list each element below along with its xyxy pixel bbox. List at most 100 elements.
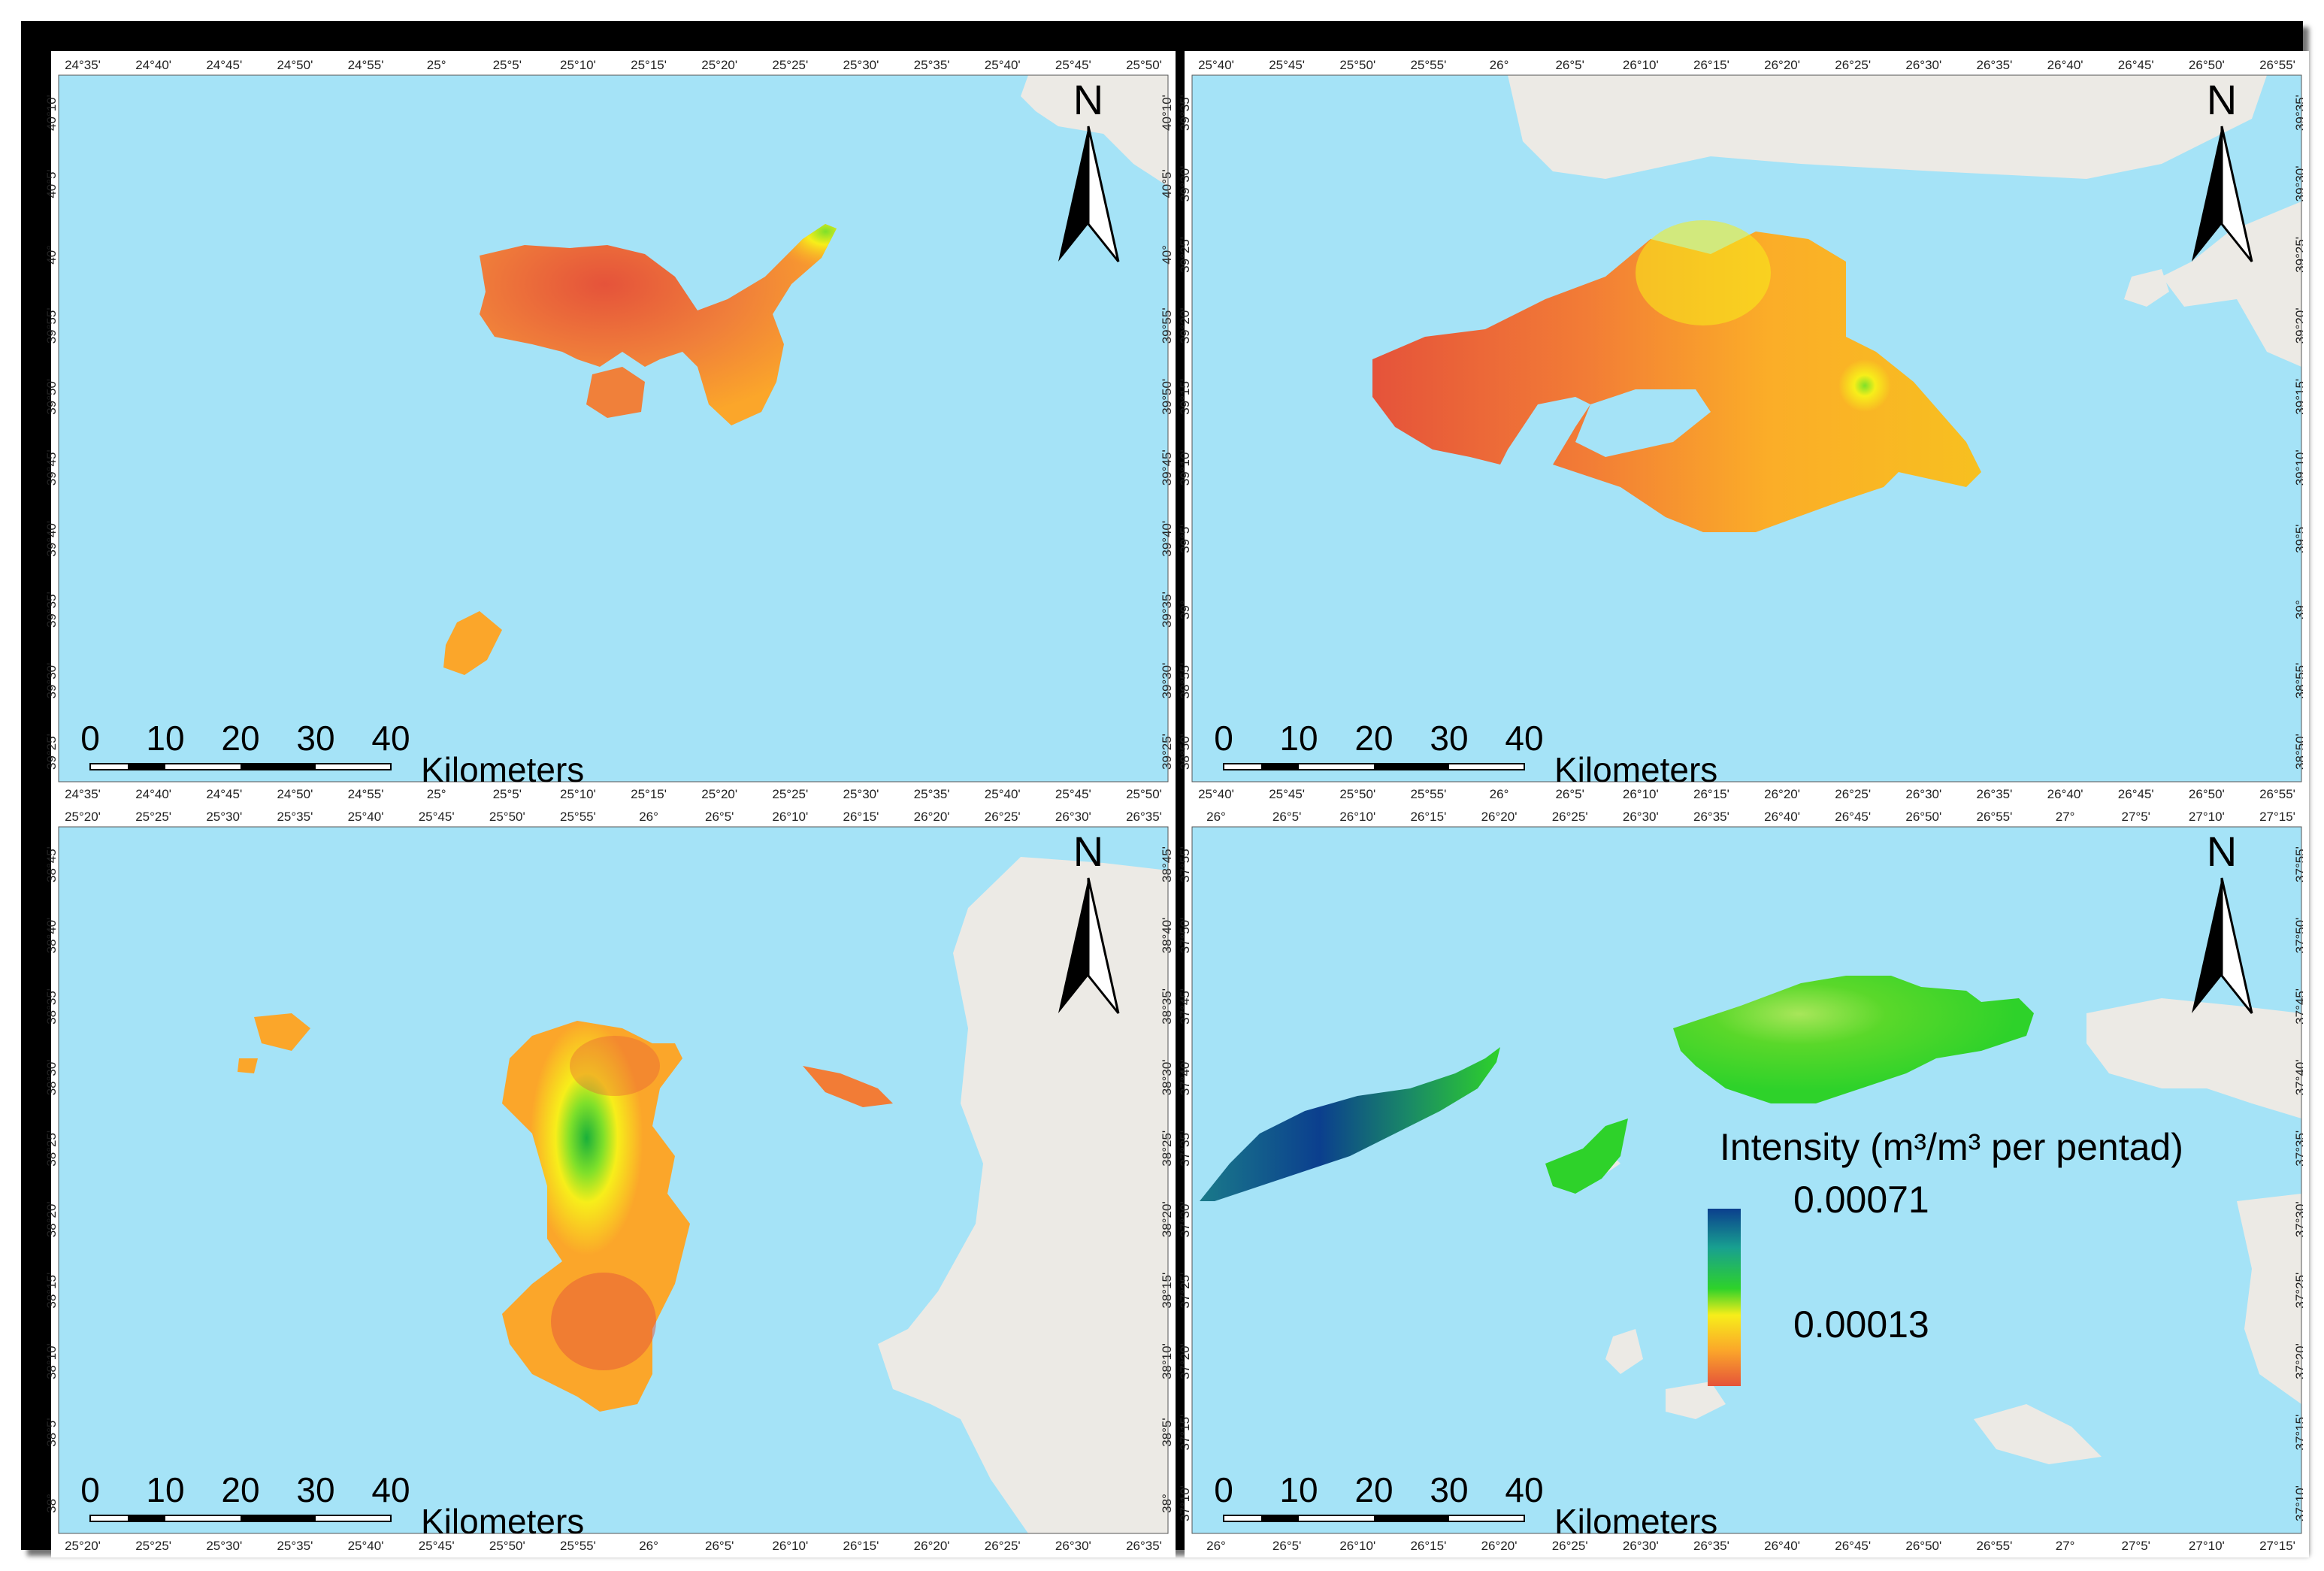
panel-4-map-border <box>1191 826 2302 1534</box>
panel-2-lon-bottom-label: 26°45' <box>2118 787 2154 801</box>
panel-2-north-arrow-left <box>2192 126 2222 262</box>
panel-1-lon-top-label: 25°20' <box>701 58 737 72</box>
panel-3-lat-left-label: 38°15' <box>44 1273 59 1309</box>
panel-3-lat-right-label: 38° <box>1160 1494 1174 1513</box>
panel-4-north-label: N <box>2207 828 2237 875</box>
islet-1 <box>1605 1329 1643 1374</box>
panel-3-lat-left-label: 38°45' <box>44 846 59 882</box>
legend-min: 0.00013 <box>1793 1296 2019 1349</box>
panel-4-scale-unit: Kilometers <box>1554 1502 1717 1541</box>
panel-3-lat-right-label: 38°25' <box>1160 1131 1174 1167</box>
mainland-southeast <box>2237 1194 2301 1404</box>
panel-4-lon-bottom-label: 26°35' <box>1693 1539 1729 1550</box>
panel-4-lat-left-label: 37°35' <box>1178 1131 1192 1167</box>
panel-2-lon-bottom-label: 26° <box>1490 787 1509 801</box>
map-panel-3 <box>51 803 1176 1557</box>
panel-3-lon-top-label: 25°55' <box>560 810 596 824</box>
panel-4-lon-bottom-label: 26°40' <box>1764 1539 1800 1550</box>
panel-1-lat-right-label: 39°30' <box>1160 663 1174 699</box>
panel-3-lat-left-label: 38°5' <box>44 1418 59 1446</box>
panel-4-lon-top-label: 26°10' <box>1339 810 1375 824</box>
panel-2-lat-left-label: 39°25' <box>1178 237 1192 273</box>
panel-1-scale-number: 0 <box>80 719 100 758</box>
panel-1-lat-left-label: 40°5' <box>44 169 59 198</box>
annotation-layer: 24°35' 24°40' 24°45' 24°50' 24°55' 25° 25°5' 25… <box>44 58 2303 1550</box>
panel-2-lat-right-label: 39°10' <box>2293 450 2303 486</box>
panel-1-lon-bottom-label: 25°15' <box>631 787 667 801</box>
legend-title: Intensity (m³/m³ per pentad) <box>1720 1118 2276 1171</box>
panel-1-lon-bottom-label: 25°20' <box>701 787 737 801</box>
panel-1-lon-top-label: 25°10' <box>560 58 596 72</box>
panel-2-lat-right-label: 39°25' <box>2293 237 2303 273</box>
legend-color-ramp <box>1708 1209 1741 1386</box>
panel-4-lon-top-label: 26°35' <box>1693 810 1729 824</box>
panel-4-lon-bottom-label: 26°50' <box>1905 1539 1941 1550</box>
panel-2-lat-right-label: 39°15' <box>2293 379 2303 415</box>
panel-4-lon-top-label: 26°15' <box>1410 810 1446 824</box>
panel-3-scale-number: 0 <box>80 1470 100 1509</box>
panel-1-lon-top-label: 24°50' <box>277 58 313 72</box>
panel-4-lat-right-label: 37°10' <box>2293 1485 2303 1521</box>
panel-1-lat-left-label: 40°10' <box>44 95 59 131</box>
panel-4-lon-top-label: 26°40' <box>1764 810 1800 824</box>
panel-4-lon-top-label: 26°5' <box>1272 810 1301 824</box>
panel-1-lat-left-label: 40° <box>44 245 59 265</box>
panel-3-lat-right-label: 38°40' <box>1160 918 1174 954</box>
panel-2-scale-unit: Kilometers <box>1554 750 1717 789</box>
panel-1-lat-right-label: 40°10' <box>1160 95 1174 131</box>
panel-4-lat-right-label: 37°20' <box>2293 1343 2303 1379</box>
panel-2-lon-top-label: 26°50' <box>2189 58 2225 72</box>
panel-3-lat-left-label: 38°40' <box>44 918 59 954</box>
panel-3-lat-left-label: 38°30' <box>44 1059 59 1095</box>
panel-1-lat-left-label: 39°50' <box>44 379 59 415</box>
panel-3-scale-number: 30 <box>296 1470 334 1509</box>
panel-4-lon-bottom-label: 26°5' <box>1272 1539 1301 1550</box>
island-fournoi <box>1545 1118 1628 1194</box>
panel-2-lat-left-label: 39°20' <box>1178 307 1192 344</box>
panel-1-lat-left-label: 39°55' <box>44 307 59 344</box>
panel-1-lat-left-label: 39°35' <box>44 592 59 628</box>
panel-2-lon-bottom-label: 26°35' <box>1977 787 2013 801</box>
panel-1-lat-left-label: 39°45' <box>44 450 59 486</box>
panel-2-lat-right-label: 39°20' <box>2293 307 2303 344</box>
panel-1-scale-unit: Kilometers <box>421 750 584 789</box>
panel-2-lat-left-label: 39°35' <box>1178 95 1192 131</box>
panel-2-lat-left-label: 39°15' <box>1178 379 1192 415</box>
panel-3-lat-right-label: 38°30' <box>1160 1059 1174 1095</box>
panel-2-lon-top-label: 25°40' <box>1198 58 1234 72</box>
panel-2-lon-top-label: 26°40' <box>2047 58 2083 72</box>
panel-1-lon-top-label: 25°30' <box>843 58 879 72</box>
panel-2-north-arrow-right <box>2220 126 2253 262</box>
panel-4-lon-top-label: 26°45' <box>1835 810 1871 824</box>
map-panel-1-svg <box>59 75 1168 782</box>
island-lemnos <box>480 224 837 425</box>
panel-2-lat-right-label: 39°30' <box>2293 166 2303 202</box>
panel-1-lat-right-label: 40°5' <box>1160 169 1174 198</box>
panel-4-lon-top-label: 26°50' <box>1905 810 1941 824</box>
panel-2-lon-bottom-label: 26°15' <box>1693 787 1729 801</box>
panel-1-lon-bottom-label: 25° <box>427 787 446 801</box>
panel-3-lat-right-label: 38°10' <box>1160 1343 1174 1379</box>
panel-3-lon-bottom-label: 25°40' <box>348 1539 384 1550</box>
mainland-coast <box>878 857 1168 1533</box>
panel-3-lon-bottom-label: 25°55' <box>560 1539 596 1550</box>
panel-1-lon-bottom-label: 24°40' <box>135 787 171 801</box>
panel-3-lon-bottom-label: 25°50' <box>489 1539 525 1550</box>
legend-min-label: 0.00013 <box>1793 1303 1929 1345</box>
panel-4-lon-bottom-label: 27°15' <box>2259 1539 2295 1550</box>
panel-3-north-label: N <box>1073 828 1103 875</box>
panel-3-lat-left-label: 38°10' <box>44 1343 59 1379</box>
panel-4-lat-right-label: 37°45' <box>2293 988 2303 1025</box>
panel-1-lon-top-label: 25°5' <box>493 58 522 72</box>
panel-1-lon-top-label: 25°45' <box>1055 58 1091 72</box>
panel-1-lon-bottom-label: 24°45' <box>206 787 242 801</box>
panel-1-scale-bar-seg-1 <box>128 764 165 770</box>
panel-2-scale-number: 20 <box>1354 719 1393 758</box>
panel-2-lon-bottom-label: 25°50' <box>1339 787 1375 801</box>
panel-1-scale-bar-seg-2 <box>241 764 316 770</box>
panel-3-lon-bottom-label: 25°25' <box>135 1539 171 1550</box>
panel-4-lon-bottom-label: 26°55' <box>1977 1539 2013 1550</box>
panel-4-lon-top-label: 26°20' <box>1481 810 1518 824</box>
panel-2-lon-top-label: 26°45' <box>2118 58 2154 72</box>
panel-1-map-border <box>58 74 1169 782</box>
